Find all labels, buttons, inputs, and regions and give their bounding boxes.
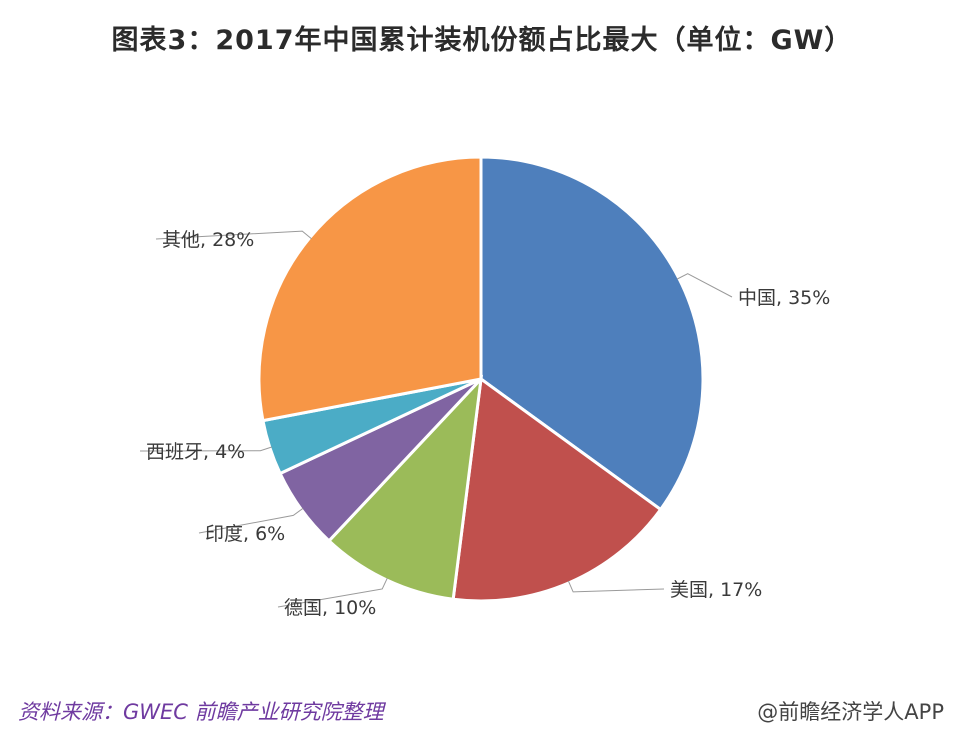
leader-line-3: [198, 507, 304, 534]
chart-title: 图表3：2017年中国累计装机份额占比最大（单位：GW）: [111, 25, 853, 56]
slice-label-2: 德国, 10%: [284, 597, 376, 619]
leader-line-4: [139, 446, 272, 452]
leader-line-5: [155, 230, 312, 240]
leader-line-0: [676, 273, 733, 298]
slice-label-3: 印度, 6%: [205, 523, 285, 545]
slice-label-5: 其他, 28%: [162, 229, 254, 251]
slice-label-0: 中国, 35%: [738, 287, 830, 309]
slice-label-1: 美国, 17%: [670, 579, 762, 601]
leader-line-2: [277, 577, 388, 608]
credit-note: @前瞻经济学人APP: [757, 700, 944, 724]
slice-label-4: 西班牙, 4%: [146, 441, 245, 463]
pie-slice-5: [257, 155, 483, 423]
leader-line-1: [567, 580, 665, 593]
source-note: 资料来源：GWEC 前瞻产业研究院整理: [18, 700, 384, 724]
